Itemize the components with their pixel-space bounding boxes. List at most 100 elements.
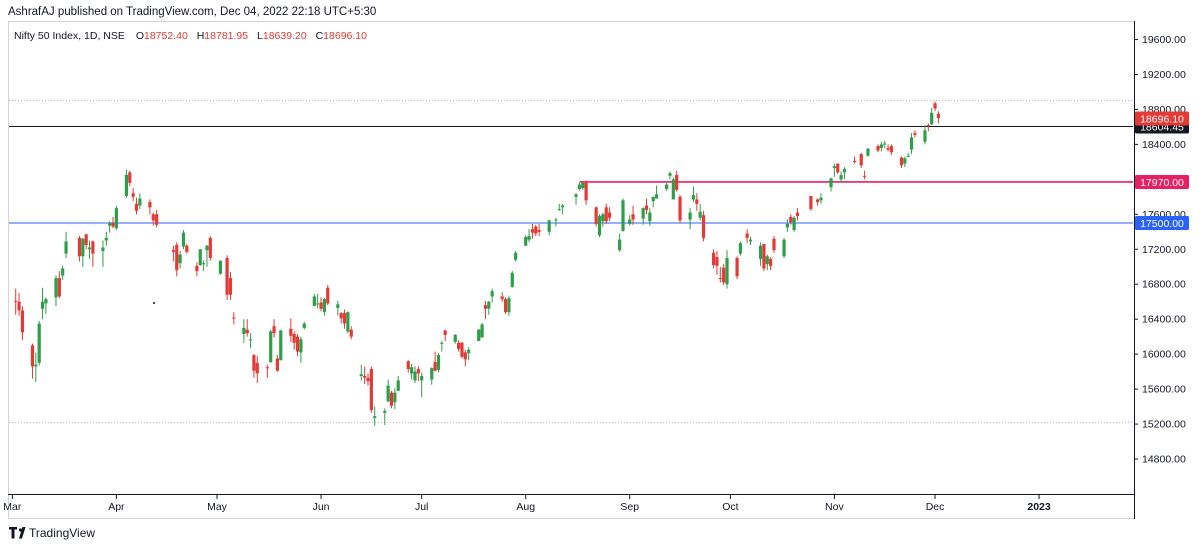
candle[interactable] — [524, 235, 528, 246]
price-axis[interactable]: 14800.00 15200.00 15600.00 16000.00 16400.00… — [1134, 34, 1186, 466]
candle[interactable] — [859, 153, 863, 168]
candle[interactable] — [514, 251, 518, 262]
candle[interactable] — [537, 223, 541, 237]
candle[interactable] — [463, 349, 467, 367]
candle[interactable] — [886, 144, 890, 152]
candle[interactable] — [383, 408, 387, 425]
candle[interactable] — [272, 319, 276, 338]
candle[interactable] — [420, 372, 424, 397]
candle[interactable] — [44, 297, 48, 314]
candle[interactable] — [312, 293, 316, 307]
candle[interactable] — [819, 193, 823, 204]
candle[interactable] — [772, 236, 776, 253]
candle[interactable] — [816, 198, 820, 206]
candle[interactable] — [252, 354, 256, 378]
candle[interactable] — [389, 390, 394, 409]
candle[interactable] — [185, 244, 189, 254]
candle[interactable] — [242, 319, 246, 343]
candle[interactable] — [440, 341, 444, 352]
candle[interactable] — [460, 341, 464, 359]
candle[interactable] — [527, 229, 531, 243]
candle[interactable] — [628, 215, 632, 226]
candle[interactable] — [84, 233, 88, 250]
candle[interactable] — [711, 249, 716, 269]
candle[interactable] — [785, 219, 790, 232]
candle[interactable] — [695, 193, 699, 211]
candle[interactable] — [373, 406, 377, 426]
candle[interactable] — [54, 275, 58, 307]
candle[interactable] — [111, 216, 115, 229]
candle[interactable] — [20, 306, 25, 341]
candle[interactable] — [34, 352, 38, 383]
candle[interactable] — [487, 300, 491, 315]
candle[interactable] — [198, 249, 202, 266]
candle[interactable] — [265, 364, 269, 378]
candle[interactable] — [101, 240, 105, 267]
candle[interactable] — [604, 203, 608, 224]
candle[interactable] — [77, 236, 82, 262]
horizontal-lines[interactable] — [9, 125, 1133, 224]
candle[interactable] — [14, 288, 18, 315]
candle[interactable] — [87, 240, 92, 259]
candle[interactable] — [557, 203, 561, 211]
candle[interactable] — [433, 351, 437, 372]
candle[interactable] — [202, 260, 206, 272]
candle[interactable] — [467, 347, 471, 361]
candle[interactable] — [57, 271, 61, 299]
candle[interactable] — [386, 379, 390, 403]
candle[interactable] — [530, 223, 535, 239]
candle[interactable] — [61, 265, 65, 280]
candle[interactable] — [581, 181, 585, 190]
candle[interactable] — [175, 242, 179, 277]
candle[interactable] — [289, 318, 293, 342]
candle[interactable] — [359, 364, 363, 381]
candle[interactable] — [322, 298, 326, 316]
candle[interactable] — [601, 212, 605, 227]
candle[interactable] — [936, 111, 940, 124]
candle[interactable] — [131, 188, 135, 202]
candle[interactable] — [738, 241, 743, 256]
candle[interactable] — [883, 140, 887, 148]
candle[interactable] — [876, 144, 880, 153]
candle[interactable] — [507, 295, 511, 316]
candle[interactable] — [326, 285, 330, 306]
candle[interactable] — [17, 292, 21, 316]
candle[interactable] — [155, 209, 159, 228]
candle[interactable] — [37, 320, 41, 366]
candle[interactable] — [675, 170, 679, 192]
candle[interactable] — [510, 271, 514, 288]
candle[interactable] — [829, 177, 833, 192]
candle[interactable] — [275, 355, 280, 372]
candle[interactable] — [631, 205, 635, 225]
candle[interactable] — [691, 186, 696, 203]
candle[interactable] — [40, 287, 45, 320]
candle[interactable] — [148, 199, 152, 215]
candle[interactable] — [114, 205, 118, 231]
candle[interactable] — [195, 262, 199, 277]
candle[interactable] — [295, 334, 300, 356]
candle[interactable] — [641, 207, 645, 225]
time-axis[interactable]: Mar Apr May Jun Jul Aug Sep Oct Nov Dec 2023 — [3, 495, 1051, 513]
candle[interactable] — [735, 256, 739, 279]
candle[interactable] — [436, 353, 441, 373]
candle[interactable] — [909, 133, 914, 154]
candle[interactable] — [621, 198, 625, 232]
candle[interactable] — [765, 254, 769, 271]
candle[interactable] — [648, 208, 652, 226]
candle[interactable] — [269, 329, 273, 363]
candle[interactable] — [792, 216, 796, 232]
candle[interactable] — [903, 156, 907, 168]
candle[interactable] — [406, 360, 410, 373]
candle[interactable] — [671, 177, 675, 200]
candle[interactable] — [554, 217, 558, 227]
candle[interactable] — [248, 333, 253, 349]
candle[interactable] — [547, 219, 551, 236]
candle[interactable] — [913, 130, 917, 138]
candle[interactable] — [480, 322, 484, 338]
candle[interactable] — [128, 170, 132, 187]
candles[interactable] — [14, 101, 940, 426]
candle[interactable] — [346, 311, 350, 334]
candle[interactable] — [930, 107, 934, 126]
candle[interactable] — [453, 334, 457, 344]
